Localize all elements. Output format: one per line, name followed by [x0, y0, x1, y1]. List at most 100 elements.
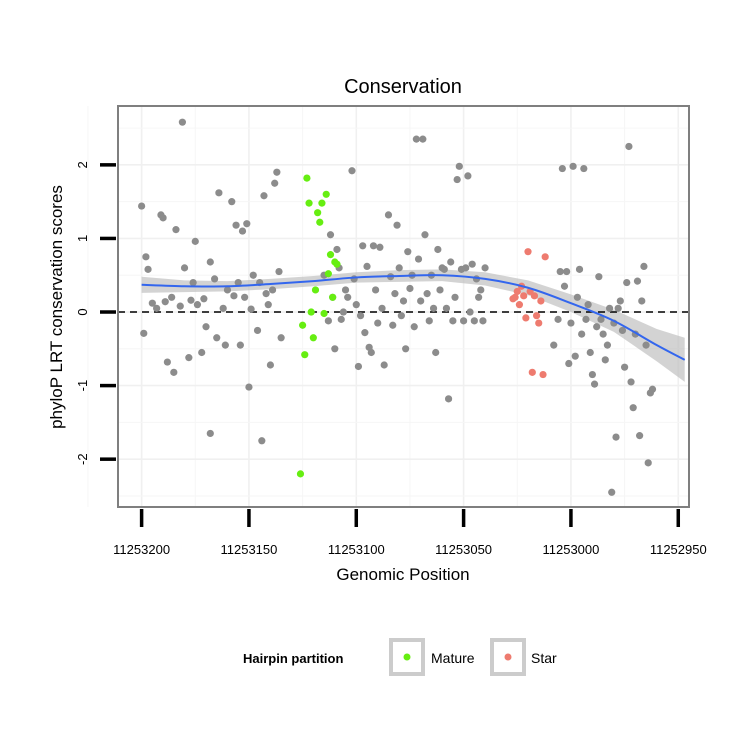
point-other-150 [599, 330, 607, 338]
legend-mature-marker [403, 653, 411, 661]
point-other-25 [206, 258, 214, 266]
point-other-117 [460, 317, 468, 325]
gridlines [87, 106, 689, 507]
point-other-106 [436, 286, 444, 294]
point-mature-3 [303, 174, 311, 182]
point-other-70 [356, 312, 365, 320]
point-other-36 [236, 341, 244, 349]
point-star-6 [522, 314, 530, 322]
point-other-85 [391, 290, 399, 298]
point-other-49 [266, 361, 275, 369]
legend-star-marker [504, 653, 512, 661]
point-other-57 [326, 231, 335, 239]
legend: Hairpin partition Mature Star [243, 638, 557, 676]
point-other-33 [230, 292, 238, 300]
point-other-136 [569, 162, 577, 170]
x-tick-label-5: 11252950 [650, 542, 707, 557]
point-mature-17 [333, 260, 341, 268]
point-other-7 [159, 214, 167, 222]
point-other-64 [341, 286, 350, 294]
point-other-171 [644, 459, 652, 467]
point-other-56 [324, 317, 332, 325]
point-other-10 [168, 293, 176, 301]
x-tick-label-4: 11253000 [542, 542, 599, 557]
point-other-15 [180, 264, 189, 272]
point-other-135 [567, 319, 575, 327]
point-other-97 [417, 297, 425, 305]
point-star-3 [515, 301, 524, 309]
point-other-134 [565, 359, 573, 368]
point-other-109 [442, 304, 451, 312]
x-tick-label-0: 11253200 [113, 542, 170, 557]
point-other-45 [258, 437, 266, 445]
point-other-157 [614, 304, 622, 312]
point-mature-15 [329, 293, 337, 301]
point-other-166 [633, 277, 642, 285]
point-other-112 [449, 317, 457, 325]
point-other-163 [627, 378, 635, 386]
y-axis: -2 -1 0 1 2 [75, 161, 116, 465]
point-other-16 [185, 354, 193, 362]
point-other-47 [262, 290, 270, 298]
point-other-95 [412, 135, 420, 143]
point-mature-4 [305, 199, 313, 207]
point-other-125 [477, 286, 485, 294]
point-other-50 [268, 286, 277, 294]
point-other-146 [590, 380, 599, 388]
point-other-8 [161, 298, 169, 306]
point-other-154 [608, 488, 616, 496]
point-other-35 [234, 278, 242, 287]
data-points [138, 118, 657, 496]
point-other-41 [247, 305, 255, 313]
point-star-1 [511, 293, 519, 301]
y-tick-label-2: 0 [75, 308, 90, 315]
point-other-132 [560, 282, 569, 290]
point-other-72 [361, 329, 369, 337]
point-other-73 [363, 262, 371, 270]
point-other-63 [339, 308, 347, 316]
smooth-band-layer [141, 269, 685, 382]
point-other-67 [350, 275, 358, 283]
point-other-148 [595, 273, 603, 281]
point-other-137 [571, 352, 579, 360]
point-other-89 [399, 297, 408, 305]
point-star-2 [513, 287, 521, 296]
y-tick-label-1: -1 [75, 380, 90, 392]
point-other-138 [573, 293, 581, 301]
point-mature-6 [309, 334, 317, 342]
point-mature-11 [320, 309, 328, 318]
point-other-11 [170, 368, 178, 376]
point-other-160 [621, 363, 629, 371]
point-other-96 [414, 255, 423, 263]
x-tick-label-3: 11253050 [435, 542, 492, 557]
point-other-1 [142, 253, 150, 261]
point-mature-13 [324, 270, 332, 278]
point-mature-8 [314, 209, 322, 217]
point-other-78 [374, 319, 382, 327]
point-other-153 [605, 304, 614, 312]
x-tick-label-1: 11253150 [221, 542, 278, 557]
point-other-114 [453, 175, 461, 184]
chart-title: Conservation [344, 76, 462, 98]
point-other-17 [187, 296, 195, 304]
y-tick-label-4: 2 [75, 161, 90, 168]
point-other-23 [202, 323, 210, 331]
x-axis-title: Genomic Position [336, 565, 469, 584]
point-star-11 [532, 312, 541, 320]
point-other-161 [623, 278, 631, 287]
point-other-34 [232, 221, 240, 229]
point-other-59 [331, 345, 339, 353]
point-other-144 [586, 348, 594, 357]
point-other-68 [352, 301, 360, 309]
point-other-167 [636, 432, 644, 440]
point-mature-5 [307, 308, 315, 316]
point-other-13 [176, 302, 184, 310]
point-star-10 [530, 292, 539, 300]
point-other-169 [640, 262, 648, 270]
point-other-52 [273, 168, 281, 176]
point-other-65 [344, 293, 352, 301]
y-tick-label-0: -2 [75, 453, 90, 465]
point-mature-9 [316, 218, 324, 226]
point-mature-12 [322, 190, 330, 198]
